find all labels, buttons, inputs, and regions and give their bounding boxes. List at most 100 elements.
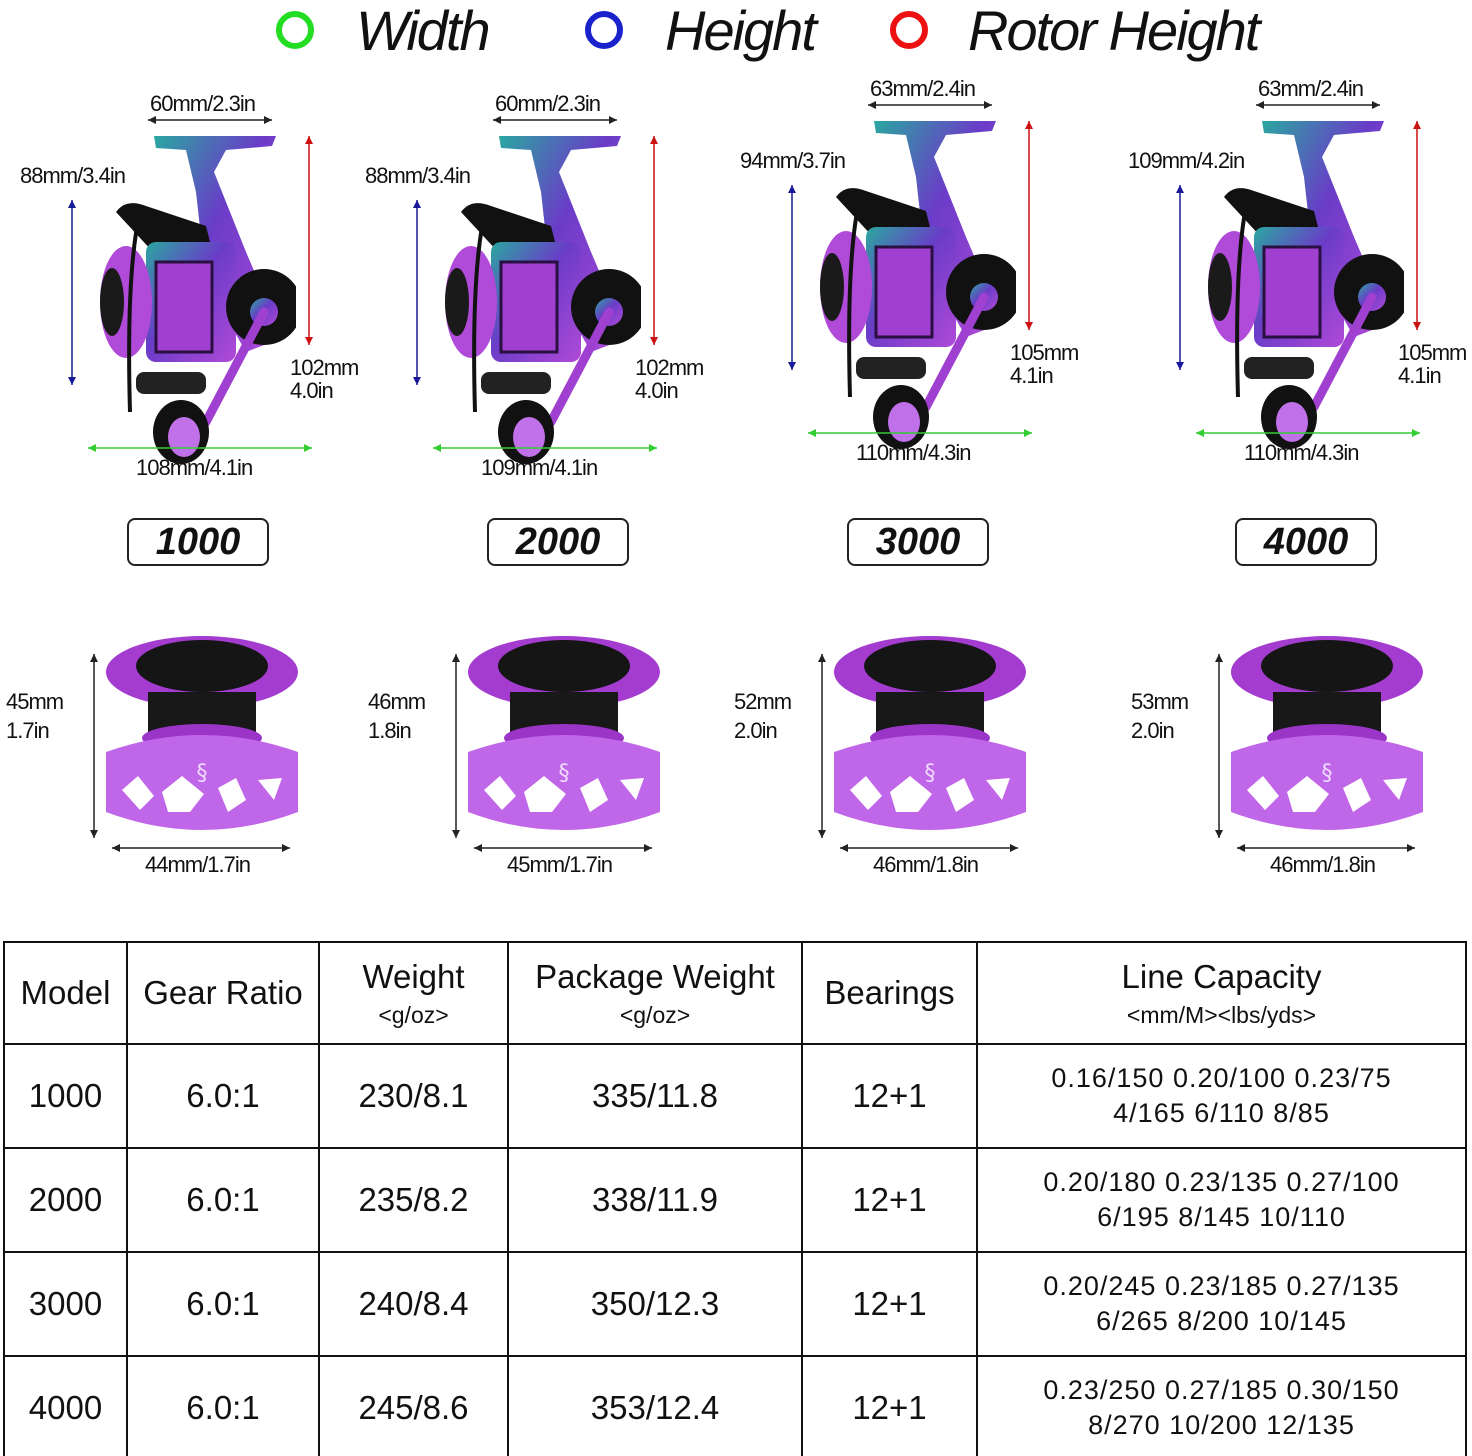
top-width-arrow bbox=[493, 116, 617, 124]
cell-weight: 230/8.1 bbox=[318, 1043, 509, 1149]
width-label: 110mm/4.3in bbox=[856, 440, 972, 465]
rotor-height-arrow bbox=[1413, 121, 1421, 330]
cell-model: 4000 bbox=[3, 1355, 128, 1456]
spool-image: § bbox=[1231, 636, 1423, 830]
blue-circle-icon bbox=[585, 11, 623, 49]
rotor-height-mm: 105mm bbox=[1398, 340, 1467, 365]
cell-bearings: 12+1 bbox=[801, 1043, 978, 1149]
header-unit: <g/oz> bbox=[378, 1001, 449, 1028]
legend-label: Rotor Height bbox=[968, 0, 1260, 62]
height-label: 88mm/3.4in bbox=[365, 163, 471, 188]
spool-height-mm: 53mm bbox=[1131, 689, 1189, 714]
header-label: Gear Ratio bbox=[143, 974, 303, 1011]
header-label: Model bbox=[20, 974, 111, 1011]
cell-gear-ratio: 6.0:1 bbox=[126, 1147, 320, 1253]
cell-model: 3000 bbox=[3, 1251, 128, 1357]
width-label: 109mm/4.1in bbox=[481, 455, 598, 480]
spool-height-mm: 45mm bbox=[6, 689, 64, 714]
spool-width-arrow bbox=[1237, 844, 1415, 852]
header-label: Line Capacity bbox=[1121, 957, 1322, 995]
capacity-braid: 6/195 8/145 10/110 bbox=[1097, 1202, 1346, 1232]
spool-diagram-2000: § 46mm 1.8in 45mm/1.7in bbox=[362, 610, 722, 900]
model-label: 1000 bbox=[127, 518, 269, 566]
column-header: Package Weight <g/oz> bbox=[507, 941, 803, 1045]
height-arrow bbox=[68, 200, 76, 385]
rotor-height-arrow bbox=[1025, 121, 1033, 330]
width-arrow bbox=[808, 429, 1032, 437]
spool-diagram-1000: § 45mm 1.7in 44mm/1.7in bbox=[0, 610, 360, 900]
capacity-mono: 0.20/180 0.23/135 0.27/100 bbox=[1043, 1167, 1400, 1197]
rotor-height-in: 4.0in bbox=[635, 378, 679, 403]
header-unit: <mm/M><lbs/yds> bbox=[1126, 1001, 1317, 1028]
top-width-arrow bbox=[148, 116, 272, 124]
cell-package-weight: 350/12.3 bbox=[507, 1251, 803, 1357]
reel-diagram-4000: 63mm/2.4in 109mm/4.2in 105mm 4.1in 110mm/4.3… bbox=[1108, 45, 1472, 495]
svg-text:§: § bbox=[559, 761, 570, 786]
cell-bearings: 12+1 bbox=[801, 1355, 978, 1456]
green-circle-icon bbox=[276, 11, 314, 49]
column-header: Weight <g/oz> bbox=[318, 941, 509, 1045]
legend-item-width: Width bbox=[276, 0, 491, 62]
spool-width-label: 44mm/1.7in bbox=[145, 852, 251, 877]
cell-weight: 235/8.2 bbox=[318, 1147, 509, 1253]
reel-diagram-2000: 60mm/2.3in 88mm/3.4in 102mm 4.0in 109mm/4.1i… bbox=[345, 60, 725, 510]
spool-width-arrow bbox=[112, 844, 290, 852]
spool-width-label: 46mm/1.8in bbox=[873, 852, 979, 877]
width-label: 108mm/4.1in bbox=[136, 455, 253, 480]
table-row: 1000 6.0:1 230/8.1 335/11.8 12+1 0.16/150 0.2… bbox=[3, 1043, 1467, 1149]
cell-gear-ratio: 6.0:1 bbox=[126, 1355, 320, 1456]
legend-label: Height bbox=[665, 0, 817, 62]
capacity-braid: 6/265 8/200 10/145 bbox=[1096, 1306, 1347, 1336]
legend-label: Width bbox=[356, 0, 491, 62]
cell-model: 1000 bbox=[3, 1043, 128, 1149]
spool-width-label: 46mm/1.8in bbox=[1270, 852, 1376, 877]
spool-width-arrow bbox=[840, 844, 1018, 852]
table-row: 3000 6.0:1 240/8.4 350/12.3 12+1 0.20/245 0.2… bbox=[3, 1251, 1467, 1357]
height-label: 109mm/4.2in bbox=[1128, 148, 1245, 173]
top-width-label: 63mm/2.4in bbox=[1258, 76, 1364, 101]
width-arrow bbox=[88, 444, 312, 452]
cell-package-weight: 335/11.8 bbox=[507, 1043, 803, 1149]
table-header-row: Model Gear Ratio Weight <g/oz> Package Weigh… bbox=[3, 941, 1467, 1045]
header-label: Package Weight bbox=[535, 957, 775, 995]
spool-height-arrow bbox=[452, 654, 460, 838]
header-label: Weight bbox=[362, 957, 465, 995]
width-arrow bbox=[1196, 429, 1420, 437]
cell-package-weight: 353/12.4 bbox=[507, 1355, 803, 1456]
spool-image: § bbox=[834, 636, 1026, 830]
model-label: 3000 bbox=[847, 518, 989, 566]
header-unit: <g/oz> bbox=[619, 1001, 691, 1028]
height-label: 94mm/3.7in bbox=[740, 148, 846, 173]
cell-line-capacity: 0.20/245 0.23/185 0.27/135 6/265 8/200 10… bbox=[976, 1251, 1467, 1357]
rotor-height-mm: 102mm bbox=[290, 355, 359, 380]
cell-line-capacity: 0.20/180 0.23/135 0.27/100 6/195 8/145 10… bbox=[976, 1147, 1467, 1253]
top-width-label: 60mm/2.3in bbox=[150, 91, 256, 116]
reel-diagram-3000: 63mm/2.4in 94mm/3.7in 105mm 4.1in 110mm/4.3i… bbox=[720, 45, 1100, 495]
height-arrow bbox=[788, 185, 796, 370]
top-width-label: 63mm/2.4in bbox=[870, 76, 976, 101]
table-row: 4000 6.0:1 245/8.6 353/12.4 12+1 0.23/250 0.2… bbox=[3, 1355, 1467, 1456]
width-label: 110mm/4.3in bbox=[1244, 440, 1360, 465]
spool-height-arrow bbox=[90, 654, 98, 838]
rotor-height-arrow bbox=[305, 136, 313, 345]
capacity-braid: 8/270 10/200 12/135 bbox=[1088, 1410, 1355, 1440]
spec-table: Model Gear Ratio Weight <g/oz> Package Weigh… bbox=[3, 941, 1467, 1456]
top-width-label: 60mm/2.3in bbox=[495, 91, 601, 116]
svg-text:§: § bbox=[925, 761, 936, 786]
cell-gear-ratio: 6.0:1 bbox=[126, 1043, 320, 1149]
spool-width-arrow bbox=[474, 844, 652, 852]
reel-image bbox=[820, 121, 1016, 449]
red-circle-icon bbox=[890, 11, 928, 49]
model-label: 2000 bbox=[487, 518, 629, 566]
capacity-mono: 0.23/250 0.27/185 0.30/150 bbox=[1043, 1375, 1400, 1405]
cell-package-weight: 338/11.9 bbox=[507, 1147, 803, 1253]
spool-width-label: 45mm/1.7in bbox=[507, 852, 613, 877]
cell-line-capacity: 0.23/250 0.27/185 0.30/150 8/270 10/200 1… bbox=[976, 1355, 1467, 1456]
top-width-arrow bbox=[1256, 101, 1380, 109]
header-label: Bearings bbox=[824, 974, 955, 1011]
rotor-height-in: 4.0in bbox=[290, 378, 334, 403]
capacity-braid: 4/165 6/110 8/85 bbox=[1113, 1098, 1330, 1128]
cell-bearings: 12+1 bbox=[801, 1251, 978, 1357]
spool-diagram-3000: § 52mm 2.0in 46mm/1.8in bbox=[728, 610, 1088, 900]
